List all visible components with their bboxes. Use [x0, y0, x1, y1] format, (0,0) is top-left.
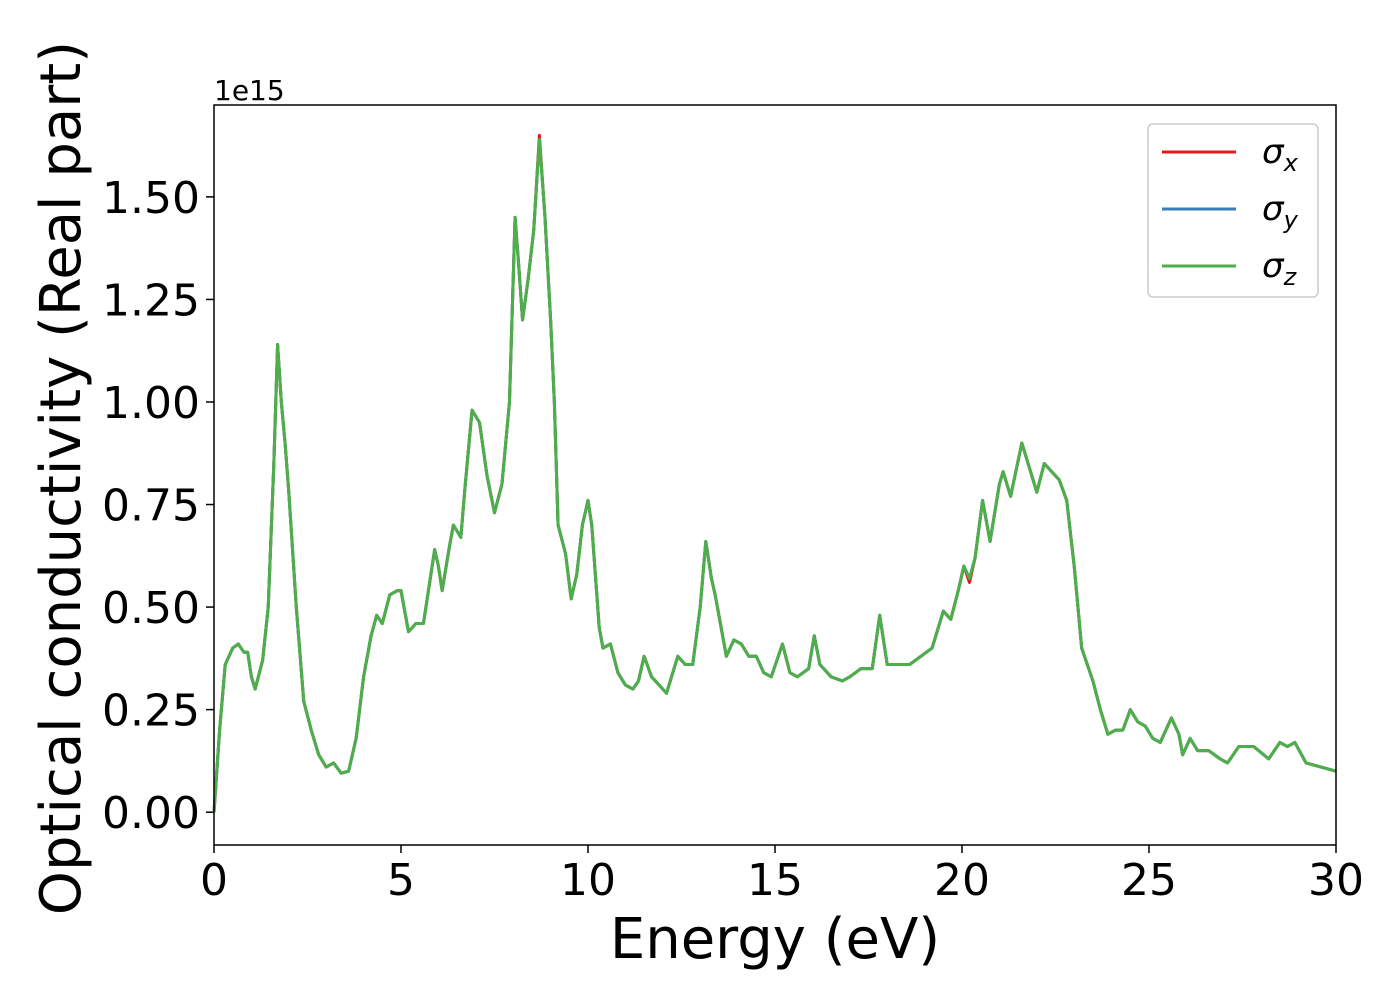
y-axis-label: Optical conductivity (Real part): [29, 41, 94, 915]
y-tick-label: 0.00: [102, 788, 200, 839]
y-tick-label: 1.00: [102, 378, 200, 429]
x-tick-label: 10: [560, 855, 616, 906]
legend-label: σz: [1262, 246, 1298, 291]
x-tick-label: 5: [387, 855, 415, 906]
x-tick-label: 0: [200, 855, 228, 906]
y-offset-label: 1e15: [214, 74, 285, 107]
x-tick-label: 20: [934, 855, 990, 906]
x-tick-label: 15: [747, 855, 803, 906]
y-tick-label: 1.25: [102, 275, 200, 326]
plot-frame: [213, 104, 1337, 846]
legend-label: σy: [1262, 189, 1299, 234]
y-tick-label: 1.50: [102, 173, 200, 224]
x-axis-label: Energy (eV): [610, 907, 940, 972]
y-tick-label: 0.25: [102, 686, 200, 737]
series-line: [212, 137, 1337, 813]
y-tick-label: 0.50: [102, 583, 200, 634]
x-tick-label: 30: [1308, 855, 1364, 906]
x-tick-label: 25: [1121, 855, 1177, 906]
legend-label: σx: [1262, 132, 1299, 177]
y-tick-label: 0.75: [102, 481, 200, 532]
